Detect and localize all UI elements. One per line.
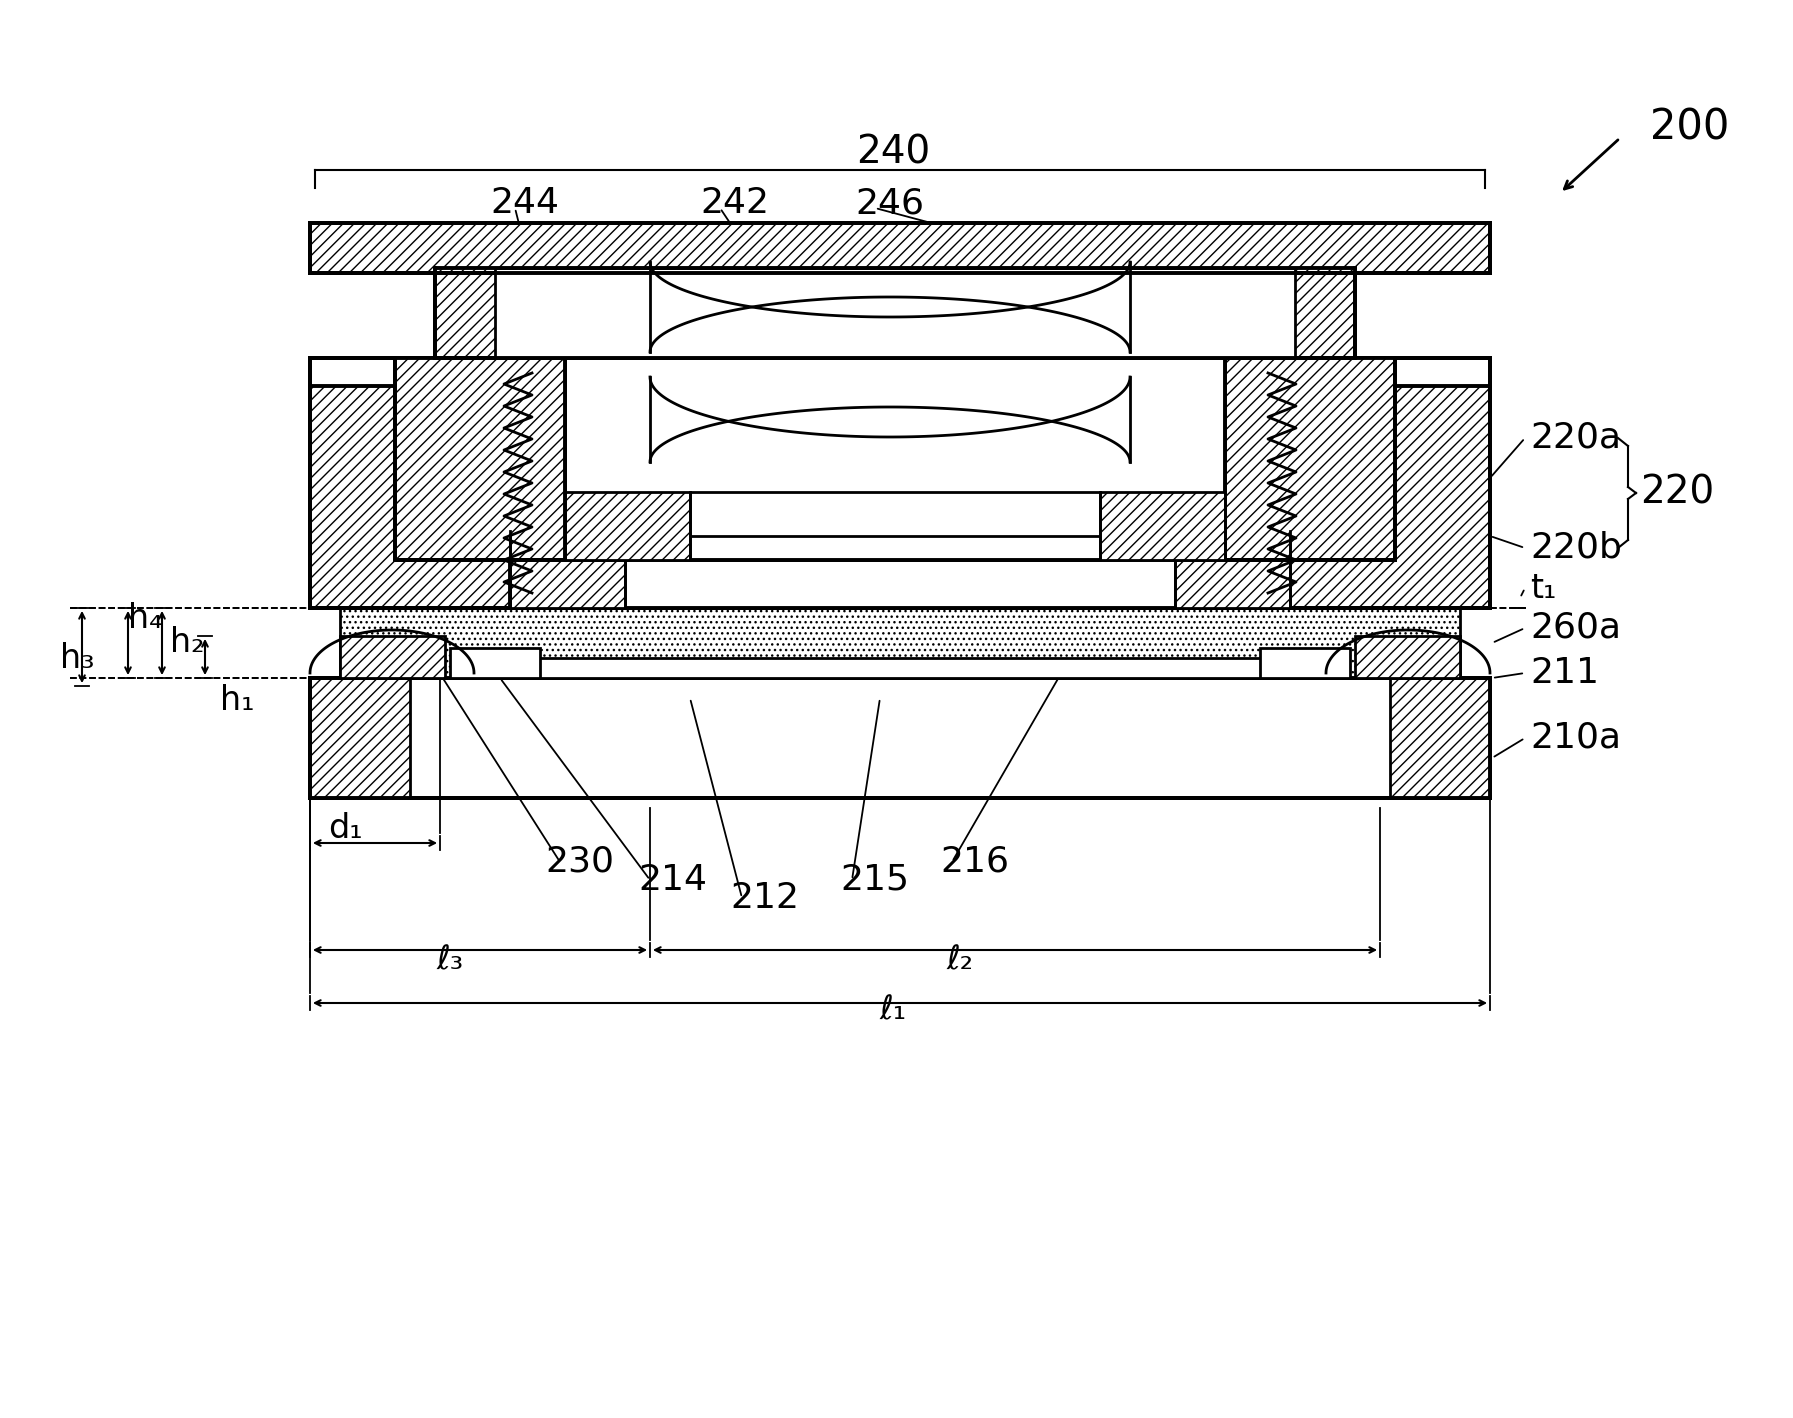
Text: 230: 230 <box>545 845 613 879</box>
Bar <box>1260 648 1350 678</box>
Text: 214: 214 <box>638 864 706 898</box>
Bar <box>310 223 1490 274</box>
Text: 200: 200 <box>1650 106 1730 149</box>
Text: 246: 246 <box>855 186 923 220</box>
Text: 220a: 220a <box>1529 421 1621 455</box>
Bar <box>1390 678 1490 798</box>
Bar <box>1356 637 1460 678</box>
Bar <box>509 536 626 608</box>
Bar <box>509 357 1289 608</box>
Bar <box>1099 492 1225 560</box>
Bar <box>310 357 509 608</box>
Text: 211: 211 <box>1529 657 1599 691</box>
Text: 210a: 210a <box>1529 720 1621 754</box>
Bar <box>341 608 1460 678</box>
Bar <box>394 357 565 560</box>
Text: 216: 216 <box>940 845 1009 879</box>
Text: h₃: h₃ <box>59 641 95 675</box>
Text: d₁: d₁ <box>328 811 362 845</box>
Bar <box>690 492 1099 560</box>
Bar <box>310 357 1490 386</box>
Bar <box>1174 536 1289 608</box>
Bar <box>484 658 1314 678</box>
Bar <box>495 268 1295 357</box>
Text: ℓ₁: ℓ₁ <box>879 994 907 1027</box>
Bar <box>565 357 1225 560</box>
Bar <box>341 637 445 678</box>
Text: ℓ₂: ℓ₂ <box>947 943 974 977</box>
Text: h₄: h₄ <box>127 601 163 634</box>
Text: 244: 244 <box>489 186 559 220</box>
Bar <box>310 678 411 798</box>
Text: 212: 212 <box>730 881 800 915</box>
Bar <box>450 648 540 678</box>
Text: ℓ₃: ℓ₃ <box>436 943 464 977</box>
Text: 220b: 220b <box>1529 530 1623 564</box>
Bar <box>310 678 1490 798</box>
Text: h₂: h₂ <box>170 627 204 659</box>
Text: t₁: t₁ <box>1529 571 1556 604</box>
Text: 215: 215 <box>839 864 909 898</box>
Text: 260a: 260a <box>1529 611 1621 645</box>
Text: 242: 242 <box>699 186 769 220</box>
Bar <box>310 678 1490 798</box>
Text: h₁: h₁ <box>221 683 255 716</box>
Text: 240: 240 <box>855 133 931 172</box>
Bar <box>565 492 690 560</box>
Text: 220: 220 <box>1641 474 1714 512</box>
Bar <box>436 268 1356 357</box>
Bar <box>1225 357 1395 560</box>
Bar <box>1289 357 1490 608</box>
